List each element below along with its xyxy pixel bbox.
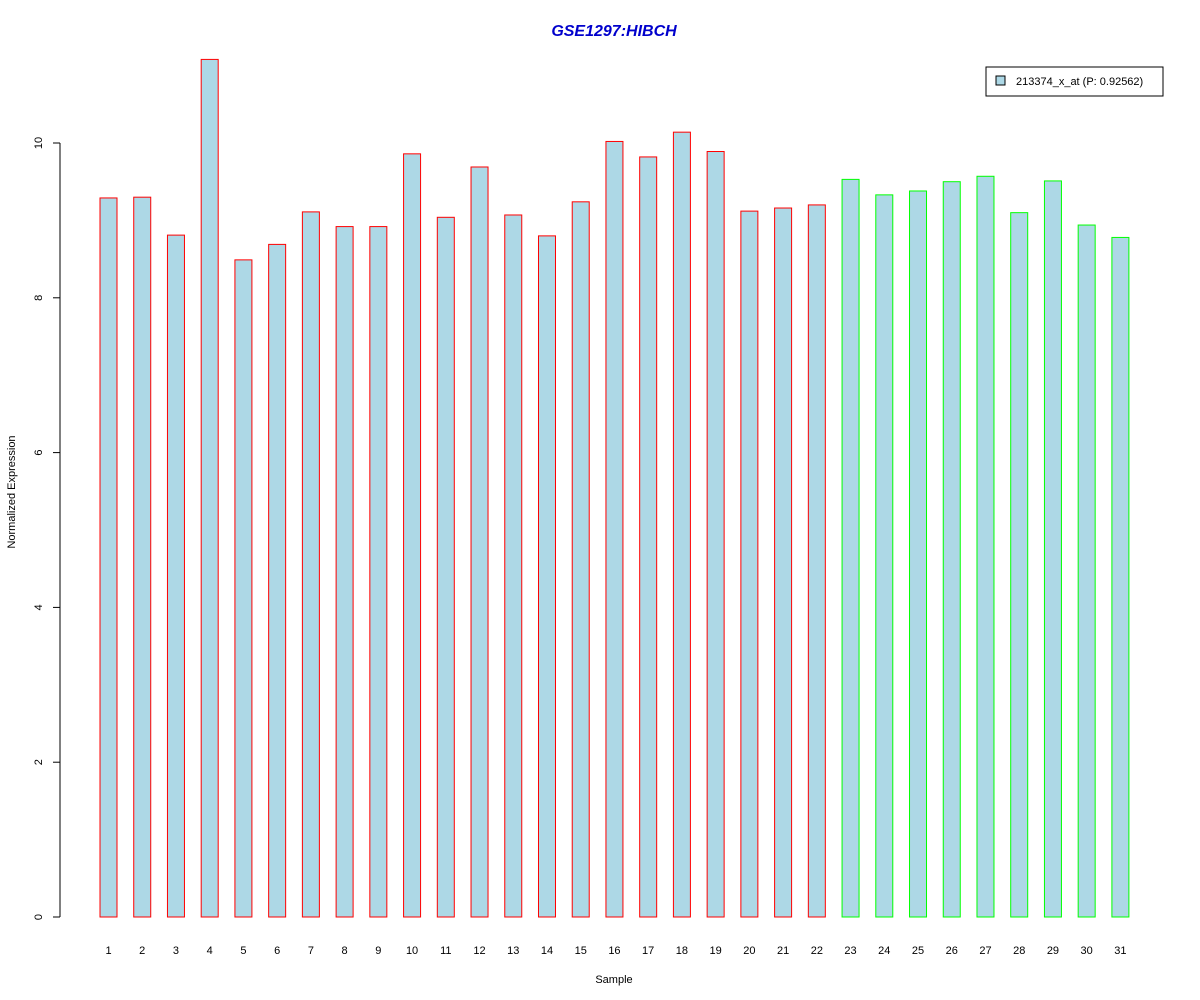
- bars-group: [99, 58, 1130, 918]
- bar-sample-8: [335, 226, 354, 918]
- x-tick-label: 28: [1013, 945, 1025, 957]
- x-tick-label: 1: [105, 945, 111, 957]
- bar-sample-14: [537, 235, 556, 918]
- x-tick-label: 22: [811, 945, 823, 957]
- bar-sample-2: [133, 196, 152, 918]
- bar-sample-9: [369, 226, 388, 918]
- x-tick-label: 4: [207, 945, 213, 957]
- x-tick-label: 6: [274, 945, 280, 957]
- x-tick-label: 19: [710, 945, 722, 957]
- bar-sample-17: [639, 156, 658, 918]
- legend-swatch: [995, 75, 1006, 86]
- x-tick-label: 25: [912, 945, 924, 957]
- x-tick-label: 29: [1047, 945, 1059, 957]
- bar-sample-6: [268, 243, 287, 918]
- y-axis-label: Normalized Expression: [6, 435, 18, 548]
- x-tick-label: 26: [946, 945, 958, 957]
- bar-sample-13: [504, 214, 523, 918]
- x-tick-label: 10: [406, 945, 418, 957]
- x-tick-labels: 1 2 3 4 5 6 7 8 9 10 11 12 13 14 15 16 17 18 19 20 21 22 23 24 2…: [105, 945, 1126, 957]
- y-tick-label: 0: [33, 914, 45, 920]
- legend-box: [985, 66, 1164, 97]
- bar-sample-4: [200, 58, 219, 918]
- x-tick-label: 11: [440, 945, 451, 957]
- bar-sample-10: [403, 153, 422, 918]
- bar-sample-24: [875, 194, 894, 918]
- bar-sample-23: [841, 178, 860, 918]
- x-tick-label: 8: [342, 945, 348, 957]
- x-tick-label: 18: [676, 945, 688, 957]
- bar-sample-18: [672, 131, 691, 918]
- x-tick-label: 9: [375, 945, 381, 957]
- x-tick-label: 13: [507, 945, 519, 957]
- y-tick-label: 10: [33, 137, 45, 149]
- x-tick-label: 3: [173, 945, 179, 957]
- bar-sample-30: [1077, 224, 1096, 918]
- bar-sample-16: [605, 140, 624, 918]
- x-tick-label: 31: [1114, 945, 1126, 957]
- bar-sample-15: [571, 201, 590, 918]
- legend: 213374_x_at (P: 0.92562): [985, 66, 1164, 97]
- bar-sample-3: [166, 234, 185, 918]
- bar-sample-12: [470, 166, 489, 918]
- y-axis: 0 2 4 6 8 10: [33, 137, 61, 920]
- x-tick-label: 17: [642, 945, 654, 957]
- bar-sample-1: [99, 197, 118, 918]
- x-tick-label: 15: [575, 945, 587, 957]
- bar-sample-5: [234, 259, 253, 918]
- x-tick-label: 20: [743, 945, 755, 957]
- y-tick-label: 6: [33, 450, 45, 456]
- y-tick-label: 2: [33, 759, 45, 765]
- x-tick-label: 21: [777, 945, 789, 957]
- x-tick-label: 30: [1081, 945, 1093, 957]
- x-tick-label: 2: [139, 945, 145, 957]
- bar-sample-21: [774, 207, 793, 918]
- chart-title: GSE1297:HIBCH: [551, 23, 677, 40]
- bar-sample-25: [909, 190, 928, 918]
- bar-sample-27: [976, 175, 995, 918]
- y-tick-label: 4: [33, 604, 45, 610]
- bar-sample-26: [942, 181, 961, 918]
- bar-sample-28: [1010, 212, 1029, 918]
- legend-entry: 213374_x_at (P: 0.92562): [1016, 76, 1143, 88]
- bar-sample-7: [301, 211, 320, 918]
- bar-sample-31: [1111, 236, 1130, 918]
- x-axis-label: Sample: [595, 974, 632, 986]
- y-tick-label: 8: [33, 295, 45, 301]
- x-tick-label: 24: [878, 945, 890, 957]
- bar-sample-22: [807, 204, 826, 918]
- x-tick-label: 23: [844, 945, 856, 957]
- bar-sample-11: [436, 216, 455, 918]
- x-tick-label: 12: [473, 945, 485, 957]
- bar-sample-20: [740, 210, 759, 918]
- bar-sample-29: [1043, 180, 1062, 918]
- x-tick-label: 27: [979, 945, 991, 957]
- x-tick-label: 5: [240, 945, 246, 957]
- bar-sample-19: [706, 151, 725, 918]
- x-tick-label: 14: [541, 945, 553, 957]
- x-tick-label: 7: [308, 945, 314, 957]
- x-tick-label: 16: [608, 945, 620, 957]
